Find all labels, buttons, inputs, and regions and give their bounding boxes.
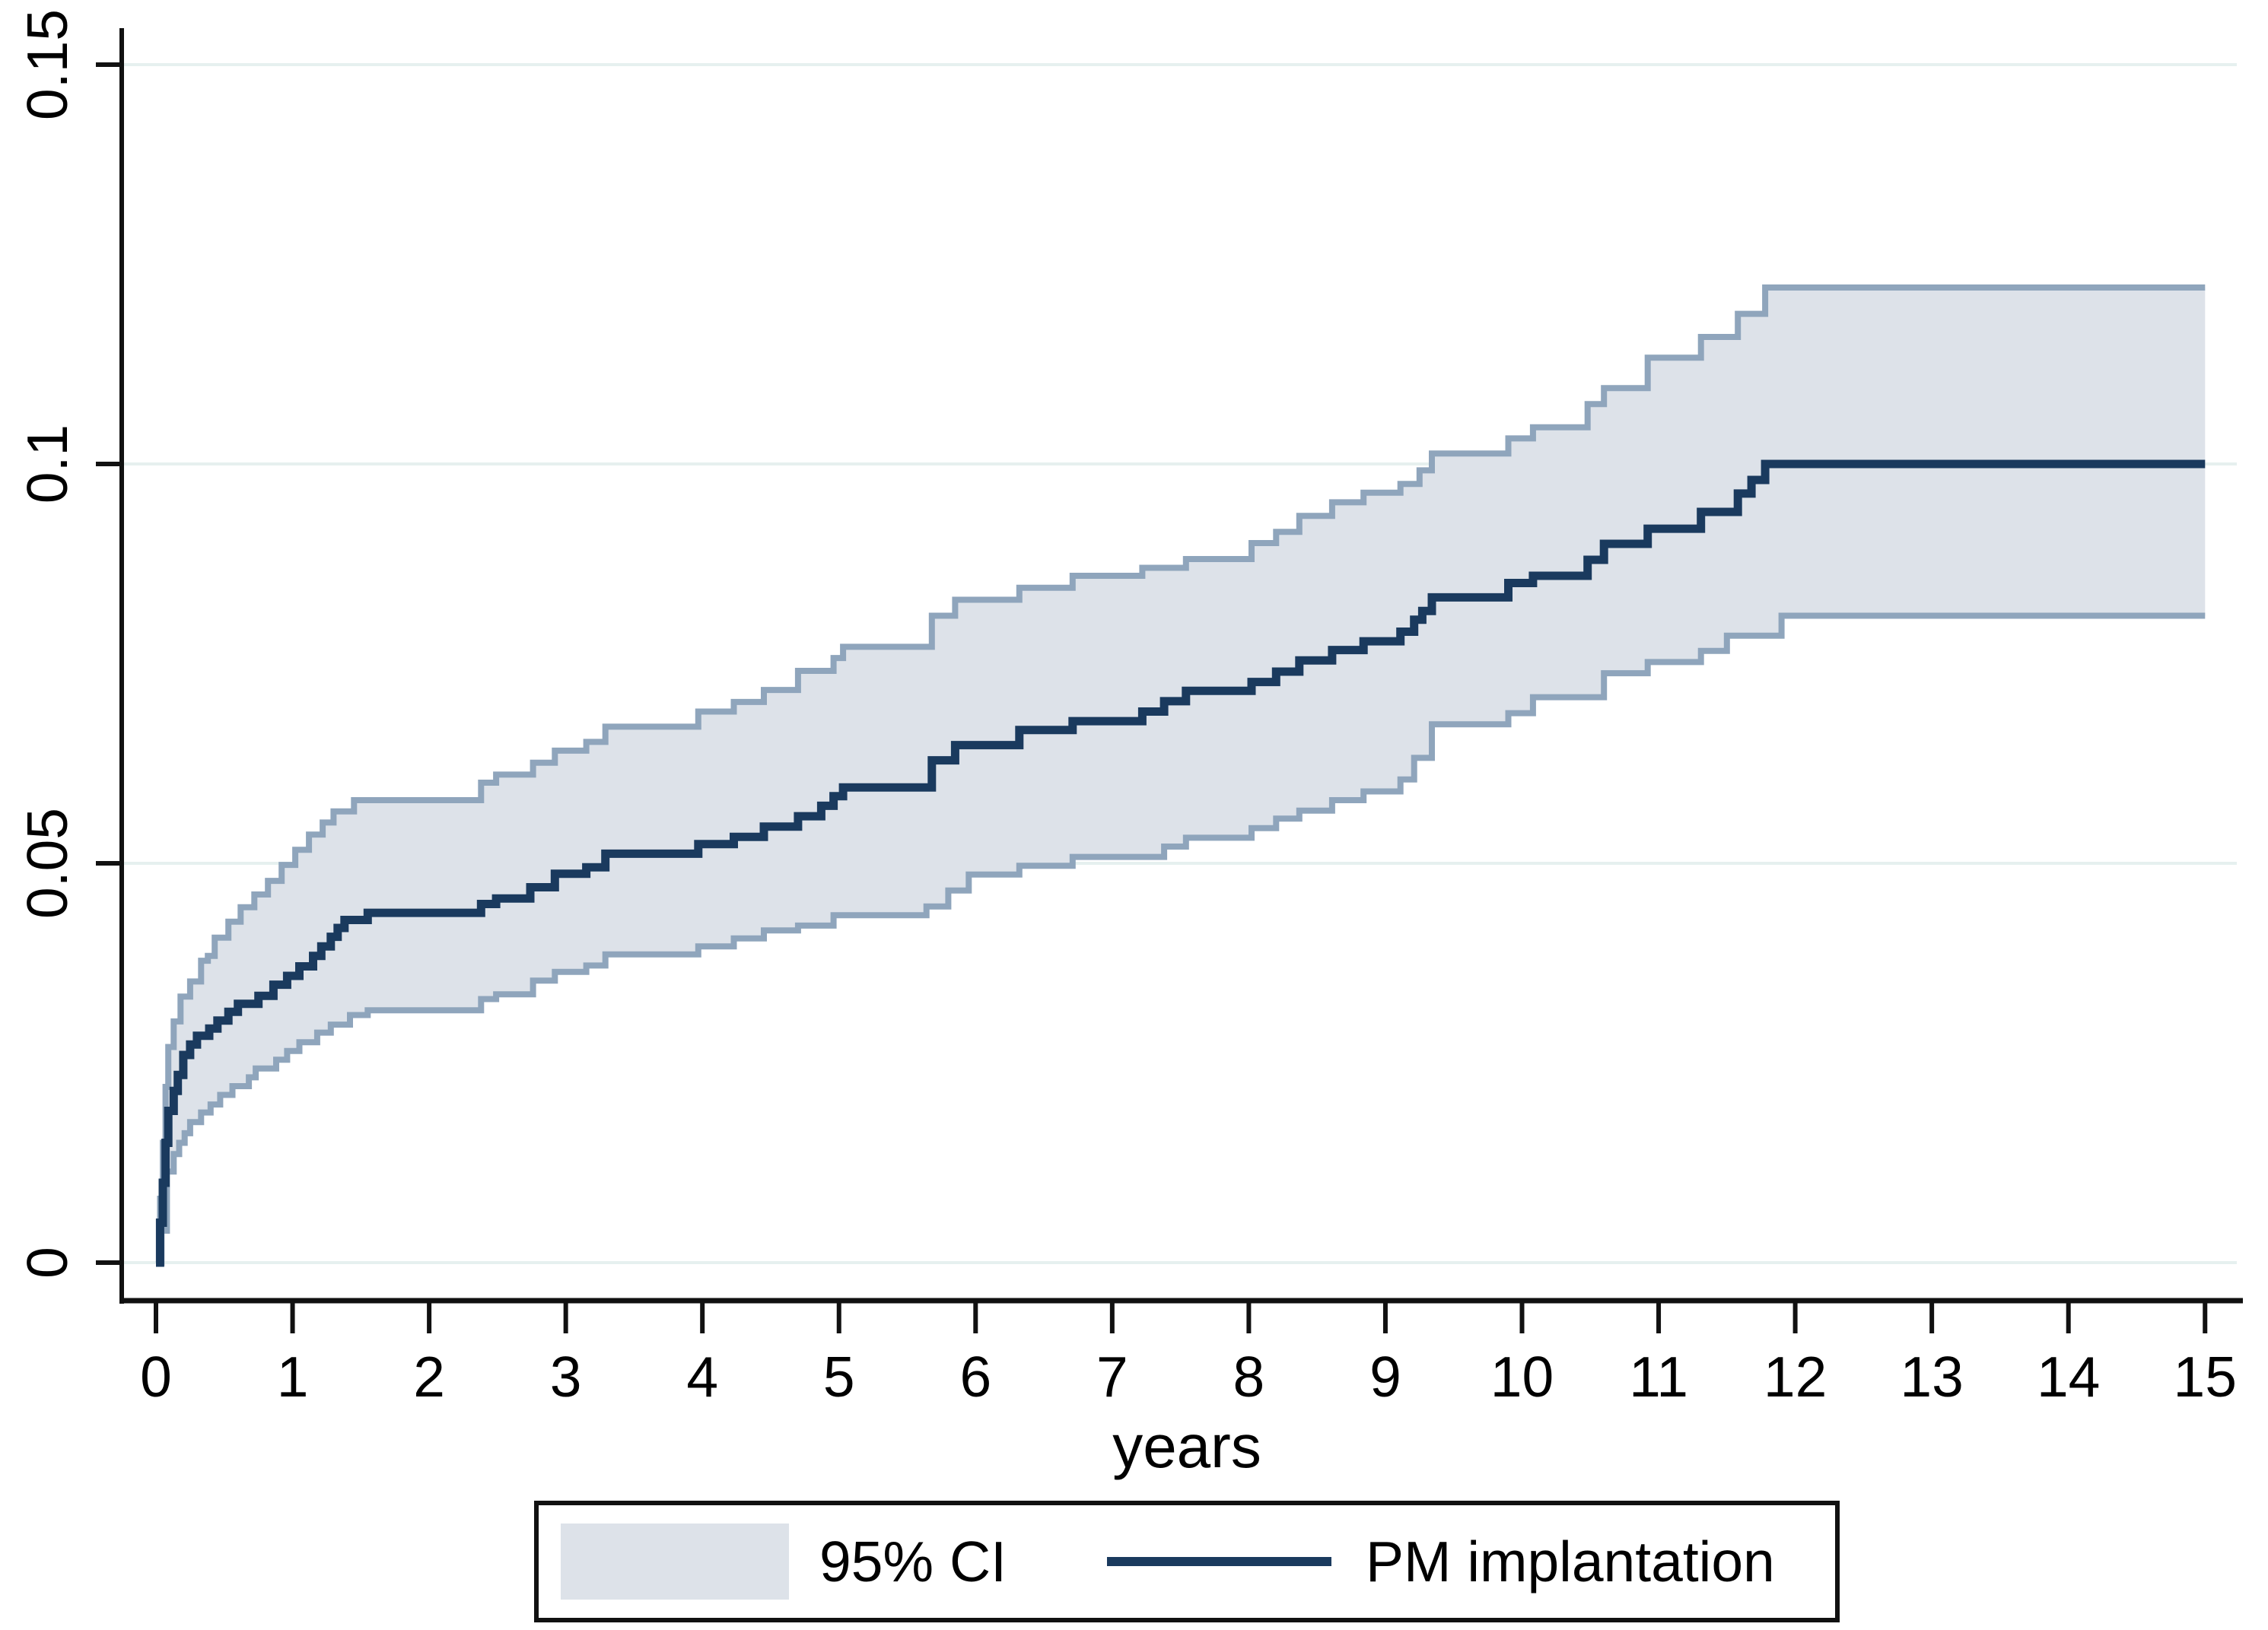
x-axis-title: years xyxy=(1112,1412,1261,1480)
x-tick-label: 0 xyxy=(140,1345,172,1409)
x-tick-label: 11 xyxy=(1629,1345,1688,1409)
x-tick-label: 6 xyxy=(959,1345,991,1409)
legend-label-estimate: PM implantation xyxy=(1366,1530,1775,1593)
x-tick-label: 5 xyxy=(823,1345,855,1409)
y-tick-label: 0.1 xyxy=(15,424,79,504)
x-tick-label: 7 xyxy=(1096,1345,1128,1409)
x-tick-label: 8 xyxy=(1233,1345,1265,1409)
x-tick-label: 14 xyxy=(2037,1345,2100,1409)
km-curve xyxy=(155,459,2206,1267)
ci-band xyxy=(156,288,2206,1263)
y-tick-label: 0 xyxy=(15,1247,79,1279)
legend-box: 95% CI PM implantation xyxy=(534,1501,1840,1622)
x-tick-label: 4 xyxy=(686,1345,718,1409)
x-tick-label: 2 xyxy=(413,1345,445,1409)
ci-band-swatch xyxy=(561,1524,789,1600)
y-tick-label: 0.05 xyxy=(15,808,79,919)
ci-upper-edge xyxy=(156,284,2206,1266)
x-tick-label: 3 xyxy=(550,1345,582,1409)
legend-label-ci: 95% CI xyxy=(819,1530,1007,1593)
x-tick-label: 13 xyxy=(1900,1345,1963,1409)
x-tick-label: 1 xyxy=(277,1345,309,1409)
x-tick-label: 10 xyxy=(1490,1345,1554,1409)
x-tick-label: 12 xyxy=(1764,1345,1827,1409)
estimate-line-sample xyxy=(1107,1557,1331,1566)
x-tick-label: 15 xyxy=(2174,1345,2237,1409)
x-tick-label: 9 xyxy=(1369,1345,1401,1409)
ci-lower-edge xyxy=(156,612,2206,1266)
y-tick-label: 0.15 xyxy=(15,9,79,120)
